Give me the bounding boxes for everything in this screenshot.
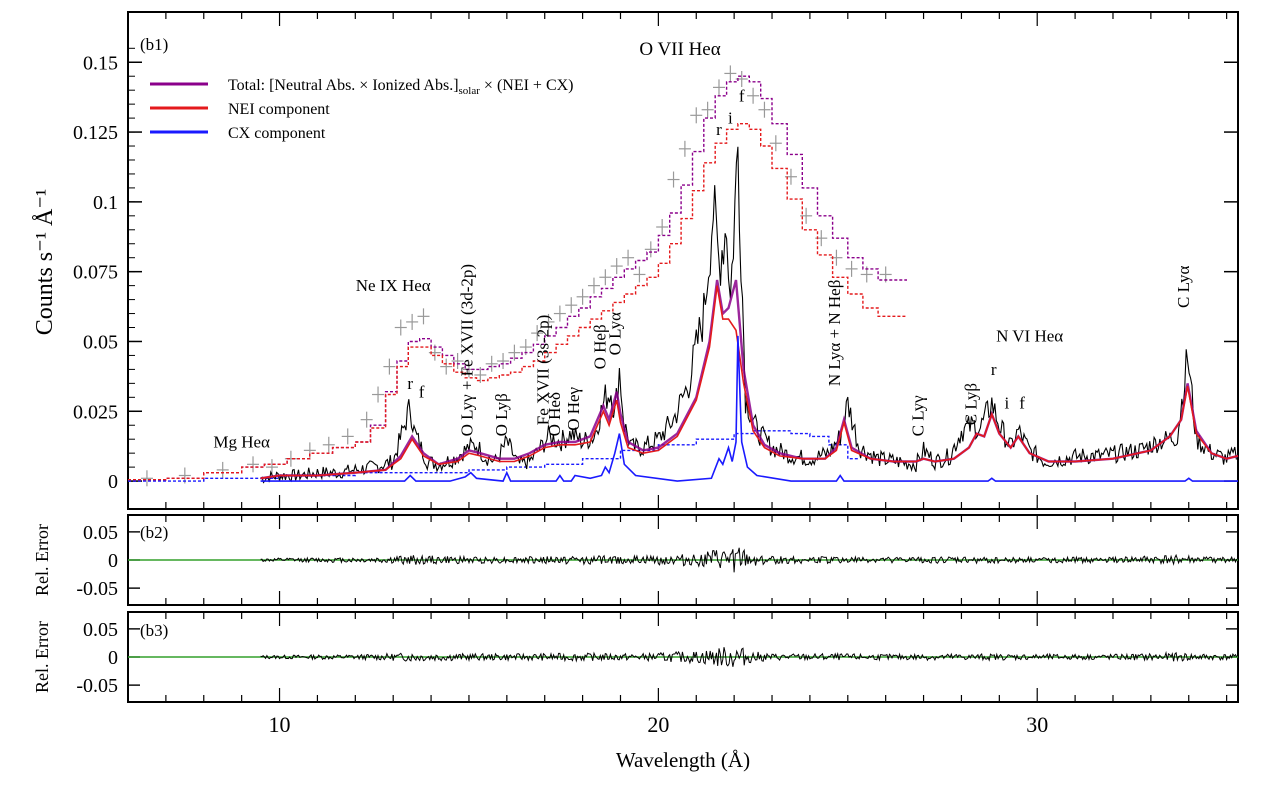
y-tick-label: 0: [108, 550, 118, 572]
legend-label-cx: CX component: [228, 125, 326, 142]
plot-layer: 0 0.025 0.05 0.075 0.1 0.125 0.15 10 20 30 Mg Heα N…: [73, 12, 1239, 737]
residual-series: [260, 647, 1238, 667]
y-tick-label: 0: [108, 647, 118, 669]
y-tick-label: 0.15: [83, 52, 118, 74]
annotation-o-ly: O Lyα: [606, 312, 625, 355]
annotation-fe-xvii-3s-2p: Fe XVII (3s-2p): [534, 315, 553, 425]
y-tick-label: 0: [108, 471, 118, 493]
annotation-r: r: [407, 374, 413, 393]
annotation-i: i: [1005, 393, 1010, 412]
x-tick-label: 10: [269, 712, 291, 737]
y-tick-label: 0.1: [93, 192, 118, 214]
annotation-o-he: O Heβ: [590, 324, 609, 369]
annotation-c-ly: C Lyβ: [962, 383, 981, 425]
annotation-n-ly-n-he: N Lyα + N Heβ: [825, 280, 844, 386]
x-tick-label: 20: [647, 712, 669, 737]
y-tick-label: 0.05: [83, 619, 118, 641]
panel-b1-frame: [127, 11, 1239, 510]
annotation-c-ly: C Lyα: [1174, 265, 1193, 308]
y-tick-label: 0.025: [73, 401, 118, 423]
legend-label-total: Total: [Neutral Abs. × Ionized Abs.]sola…: [228, 77, 574, 97]
annotation-mg-he: Mg Heα: [213, 433, 270, 452]
annotation-r: r: [991, 360, 997, 379]
annotation-r: r: [716, 120, 722, 139]
y-tick-label: 0.075: [73, 262, 118, 284]
residual-series: [260, 547, 1238, 573]
chart-title: O VII Heα: [639, 39, 720, 60]
x-tick-label: 30: [1026, 712, 1048, 737]
series-cx-component-high-res: [260, 335, 1238, 482]
annotation-n-vi-he: N VI Heα: [996, 326, 1063, 345]
panel-b3-label: (b3): [140, 621, 168, 640]
series-nei-component-high-res: [260, 285, 1239, 480]
annotation-o-ly-fe-xvii-3d-2p: O Lyγ + Fe XVII (3d-2p): [458, 264, 477, 436]
y-tick-label: 0.125: [73, 122, 118, 144]
annotation-f: f: [739, 86, 745, 105]
annotation-i: i: [728, 109, 733, 128]
x-axis-label: Wavelength (Å): [616, 748, 750, 772]
series-high-resolution-spectrum-data: [260, 146, 1237, 484]
y-tick-label: -0.05: [76, 578, 118, 600]
y-tick-label: 0.05: [83, 522, 118, 544]
annotation-o-he: O Heγ: [564, 386, 583, 430]
y-tick-label: 0.05: [83, 331, 118, 353]
y-axis-label: Counts s⁻¹ Å⁻¹: [32, 189, 58, 335]
annotation-o-he: O Heδ: [545, 392, 564, 436]
panel-b2-label: (b2): [140, 523, 168, 542]
panel-b1-label: (b1): [140, 35, 168, 54]
legend: Total: [Neutral Abs. × Ionized Abs.]sola…: [150, 77, 574, 142]
series-nei-component-low-res: [128, 123, 907, 481]
annotation-f: f: [419, 382, 425, 401]
annotation-o-ly: O Lyβ: [492, 393, 511, 436]
legend-label-nei: NEI component: [228, 101, 330, 118]
y-axis-label-b2: Rel. Error: [32, 524, 52, 596]
y-tick-label: -0.05: [76, 675, 118, 697]
y-axis-label-b3: Rel. Error: [32, 621, 52, 693]
annotation-ne-ix-he: Ne IX Heα: [356, 276, 431, 295]
annotation-c-ly: C Lyγ: [909, 395, 928, 437]
annotation-f: f: [1019, 393, 1025, 412]
